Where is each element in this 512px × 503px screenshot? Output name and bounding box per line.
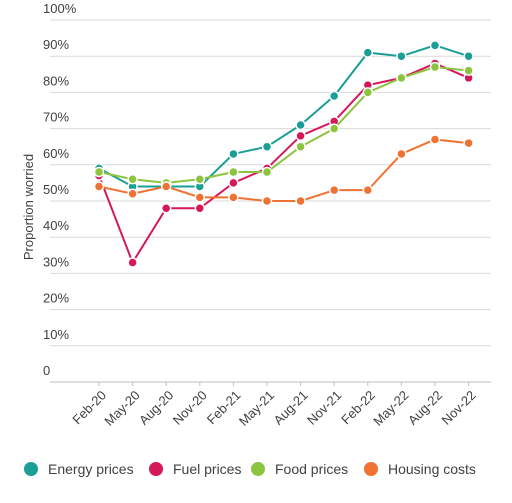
- data-point: [362, 47, 374, 58]
- series-line: [98, 66, 469, 184]
- y-tick-label: 70%: [43, 110, 69, 125]
- x-tick-label: Nov-21: [304, 388, 344, 428]
- series-lines: [93, 40, 474, 268]
- legend-swatch: [24, 462, 38, 476]
- x-tick-label: Feb-20: [69, 388, 109, 428]
- x-tick-label: Nov-20: [170, 388, 210, 428]
- data-point: [228, 177, 239, 189]
- data-point: [228, 148, 239, 160]
- legend-swatch: [149, 462, 163, 476]
- data-point: [463, 50, 474, 62]
- x-tick-label: Feb-21: [204, 388, 244, 428]
- data-point: [362, 87, 374, 98]
- data-point: [295, 195, 306, 207]
- y-axis-ticks: 0 10% 20% 30% 40% 50% 60% 70% 80% 90% 100%: [43, 1, 77, 378]
- data-point: [396, 148, 407, 160]
- x-tick-label: Aug-22: [405, 388, 445, 428]
- legend-label: Fuel prices: [173, 461, 241, 477]
- data-point: [396, 72, 407, 84]
- series-housing-costs: [93, 134, 474, 207]
- data-point: [93, 181, 105, 192]
- data-point: [463, 65, 474, 76]
- data-point: [160, 181, 172, 192]
- series-energy-prices: [93, 40, 474, 192]
- series-line: [98, 44, 469, 188]
- legend-swatch: [364, 462, 378, 476]
- data-point: [295, 141, 306, 152]
- legend-label: Energy prices: [48, 461, 134, 477]
- y-tick-label: 30%: [43, 254, 69, 269]
- x-tick-label: Aug-20: [136, 388, 176, 428]
- data-point: [328, 184, 340, 196]
- data-point: [463, 137, 474, 149]
- data-point: [261, 141, 273, 152]
- data-point: [228, 166, 239, 178]
- x-tick-label: Aug-21: [270, 388, 310, 428]
- y-tick-label: 10%: [43, 327, 69, 342]
- x-axis-ticks: Feb-20May-20Aug-20Nov-20Feb-21May-21Aug-…: [69, 382, 479, 429]
- series-line: [98, 138, 469, 202]
- y-tick-label: 50%: [43, 182, 69, 197]
- series-line: [98, 62, 469, 264]
- x-tick-label: May-20: [101, 388, 142, 429]
- y-tick-label: 100%: [43, 1, 77, 16]
- y-tick-label: 60%: [43, 146, 69, 161]
- y-axis-label: Proportion worried: [21, 154, 36, 260]
- legend-item: Housing costs: [364, 461, 476, 477]
- data-point: [328, 90, 340, 102]
- x-tick-label: Feb-22: [338, 388, 378, 428]
- y-tick-label: 90%: [43, 37, 69, 52]
- data-point: [160, 202, 172, 214]
- data-point: [228, 192, 239, 203]
- y-tick-label: 0: [43, 363, 50, 378]
- data-point: [127, 257, 138, 268]
- data-point: [194, 174, 206, 185]
- data-point: [429, 134, 441, 145]
- data-point: [261, 195, 273, 207]
- data-point: [295, 119, 306, 131]
- data-point: [261, 166, 273, 178]
- legend-label: Housing costs: [388, 461, 476, 477]
- data-point: [194, 192, 206, 203]
- data-point: [328, 123, 340, 134]
- data-point: [127, 174, 138, 185]
- data-point: [429, 40, 441, 51]
- y-tick-label: 40%: [43, 218, 69, 233]
- series-food-prices: [93, 61, 474, 189]
- series-fuel-prices: [93, 58, 474, 268]
- data-point: [429, 61, 441, 73]
- data-point: [295, 130, 306, 142]
- y-tick-label: 80%: [43, 73, 69, 88]
- data-point: [127, 188, 138, 200]
- data-point: [362, 184, 374, 196]
- x-tick-label: May-21: [236, 388, 277, 429]
- x-tick-label: May-22: [370, 388, 411, 429]
- data-point: [194, 202, 206, 214]
- legend-item: Food prices: [251, 461, 348, 477]
- x-tick-label: Nov-22: [438, 388, 478, 428]
- data-point: [396, 50, 407, 62]
- y-tick-label: 20%: [43, 291, 69, 306]
- data-point: [93, 166, 105, 178]
- legend: Energy prices Fuel prices Food prices Housi…: [24, 461, 476, 477]
- legend-item: Fuel prices: [149, 461, 241, 477]
- legend-label: Food prices: [275, 461, 348, 477]
- legend-item: Energy prices: [24, 461, 134, 477]
- legend-swatch: [251, 462, 265, 476]
